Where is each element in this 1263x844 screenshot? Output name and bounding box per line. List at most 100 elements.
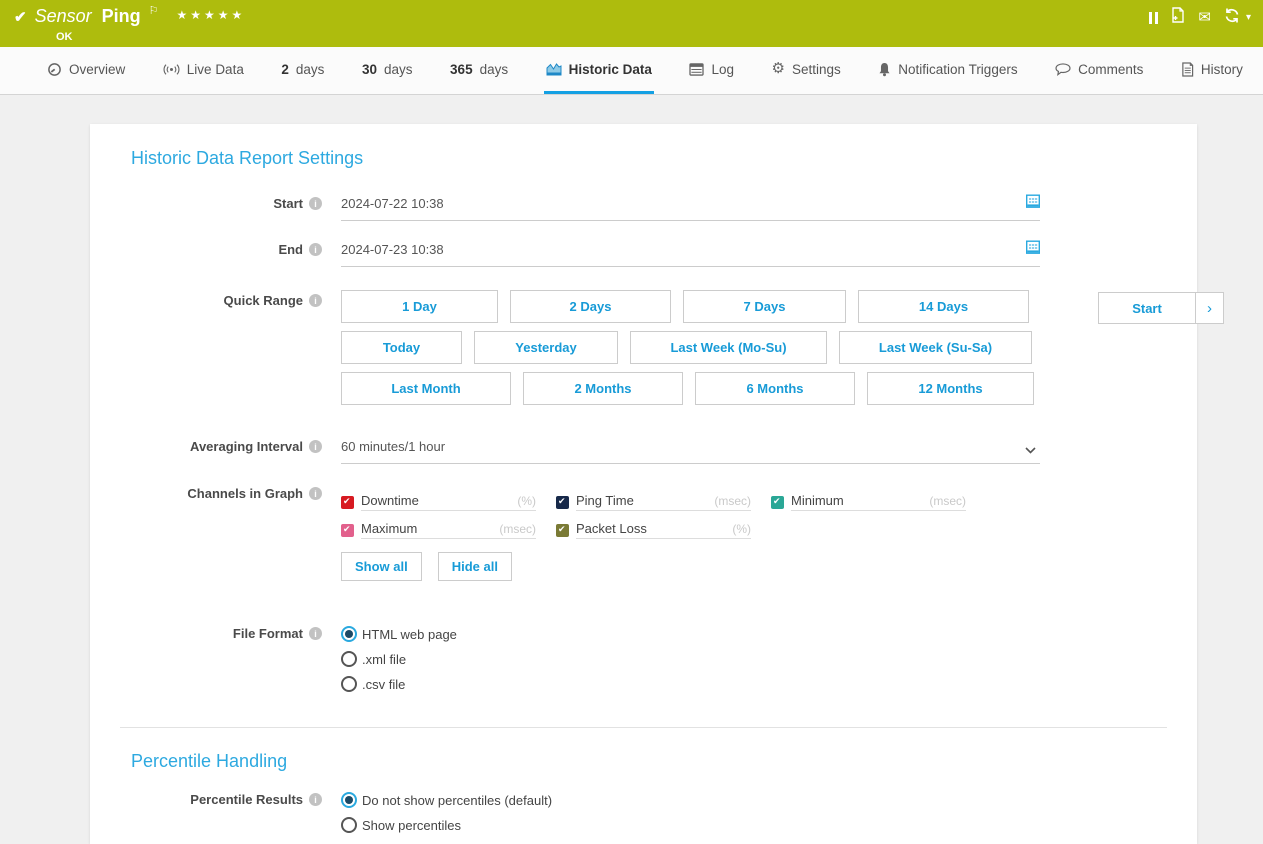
info-icon[interactable]: [309, 197, 322, 210]
end-label: End: [278, 242, 303, 257]
radio-selected: [341, 626, 357, 642]
channels-row: Channels in Graph Downtime (%) Ping Time (…: [90, 486, 1197, 581]
report-doc-icon[interactable]: [1171, 7, 1185, 28]
tab-live-data[interactable]: Live Data: [161, 47, 246, 94]
file-format-option-csv[interactable]: .csv file: [341, 676, 1040, 692]
channel-unit: (%): [732, 522, 751, 536]
radio-unselected: [341, 817, 357, 833]
channel-name: Maximum: [361, 521, 418, 536]
quick-range-7-days[interactable]: 7 Days: [683, 290, 846, 323]
quick-range-today[interactable]: Today: [341, 331, 462, 364]
percentile-results-row: Percentile Results Do not show percentil…: [90, 792, 1197, 842]
info-icon[interactable]: [309, 793, 322, 806]
tab-label: Settings: [791, 61, 841, 77]
file-format-label: File Format: [232, 626, 303, 641]
info-icon[interactable]: [309, 294, 322, 307]
tab-settings[interactable]: ⚙ Settings: [770, 47, 843, 94]
status-check-icon: ✔: [14, 8, 27, 26]
tab-label: days: [295, 61, 325, 77]
start-report-button[interactable]: Start: [1098, 292, 1196, 324]
quick-range-yesterday[interactable]: Yesterday: [474, 331, 618, 364]
email-icon[interactable]: ✉: [1198, 8, 1211, 26]
averaging-interval-label: Averaging Interval: [190, 439, 303, 454]
file-format-option-html[interactable]: HTML web page: [341, 626, 1040, 642]
option-label: Show percentiles: [362, 817, 461, 833]
live-signal-icon: [163, 63, 180, 76]
quick-range-label: Quick Range: [223, 293, 303, 308]
channel-downtime: Downtime (%): [341, 493, 536, 511]
tab-number: 30: [361, 61, 377, 77]
section-divider: [120, 727, 1167, 728]
quick-range-last-week-mo-su[interactable]: Last Week (Mo-Su): [630, 331, 827, 364]
quick-range-last-week-su-sa[interactable]: Last Week (Su-Sa): [839, 331, 1032, 364]
info-icon[interactable]: [309, 487, 322, 500]
info-icon[interactable]: [309, 627, 322, 640]
tab-365-days[interactable]: 365 days: [448, 47, 510, 94]
checkbox-checked[interactable]: [556, 523, 569, 537]
checkbox-checked[interactable]: [556, 495, 569, 509]
option-label: HTML web page: [362, 626, 457, 642]
channels-label: Channels in Graph: [187, 486, 303, 501]
tab-30-days[interactable]: 30 days: [360, 47, 415, 94]
sensor-status-header: ✔ Sensor Ping ⚐ ★★★★★ OK ✉ ▾: [0, 0, 1263, 47]
averaging-interval-value: 60 minutes/1 hour: [341, 439, 446, 454]
option-label: Do not show percentiles (default): [362, 792, 553, 808]
tab-overview[interactable]: Overview: [45, 47, 127, 94]
tab-historic-data[interactable]: Historic Data: [543, 47, 654, 94]
quick-range-14-days[interactable]: 14 Days: [858, 290, 1029, 323]
show-all-button[interactable]: Show all: [341, 552, 422, 581]
bell-icon: [878, 62, 891, 77]
percentile-option-none[interactable]: Do not show percentiles (default): [341, 792, 1040, 808]
calendar-icon[interactable]: [1025, 240, 1041, 257]
quick-range-last-month[interactable]: Last Month: [341, 372, 511, 405]
tab-2-days[interactable]: 2 days: [279, 47, 326, 94]
caret-down-icon[interactable]: ▾: [1245, 12, 1251, 23]
file-format-option-xml[interactable]: .xml file: [341, 651, 1040, 667]
channel-maximum: Maximum (msec): [341, 521, 536, 539]
percentile-option-show[interactable]: Show percentiles: [341, 817, 1040, 833]
quick-range-1-day[interactable]: 1 Day: [341, 290, 498, 323]
quick-range-6-months[interactable]: 6 Months: [695, 372, 855, 405]
chevron-right-icon[interactable]: ›: [1196, 292, 1224, 324]
calendar-icon[interactable]: [1025, 194, 1041, 211]
sensor-type-label: Sensor: [34, 6, 92, 26]
info-icon[interactable]: [309, 440, 322, 453]
refresh-icon[interactable]: [1224, 8, 1240, 28]
tab-log[interactable]: Log: [687, 47, 736, 94]
tab-bar: Overview Live Data 2 days 30 days 365 da…: [0, 47, 1263, 95]
end-date-value: 2024-07-23 10:38: [341, 242, 444, 257]
flag-icon[interactable]: ⚐: [148, 5, 159, 17]
tab-comments[interactable]: Comments: [1053, 47, 1145, 94]
checkbox-checked[interactable]: [341, 523, 354, 537]
chevron-down-icon[interactable]: [1025, 442, 1036, 457]
quick-range-12-months[interactable]: 12 Months: [867, 372, 1034, 405]
quick-range-row: Quick Range 1 Day 2 Days 7 Days 14 Days …: [90, 290, 1197, 405]
channel-unit: (msec): [499, 522, 536, 536]
hide-all-button[interactable]: Hide all: [437, 552, 512, 581]
end-date-input[interactable]: 2024-07-23 10:38: [341, 239, 1041, 267]
radio-unselected: [341, 676, 357, 692]
tab-number: 2: [281, 61, 289, 77]
option-label: .csv file: [362, 676, 406, 692]
tab-number: 365: [450, 61, 473, 77]
tab-notification-triggers[interactable]: Notification Triggers: [876, 47, 1019, 94]
info-icon[interactable]: [309, 243, 322, 256]
quick-range-2-months[interactable]: 2 Months: [523, 372, 683, 405]
priority-stars[interactable]: ★★★★★: [176, 7, 246, 22]
channel-unit: (%): [517, 494, 536, 508]
tab-history[interactable]: History: [1179, 47, 1245, 94]
start-date-value: 2024-07-22 10:38: [341, 196, 444, 211]
pause-icon[interactable]: [1149, 11, 1159, 24]
checkbox-checked[interactable]: [771, 495, 784, 509]
file-format-row: File Format HTML web page .xml file .csv…: [90, 626, 1197, 701]
channel-unit: (msec): [929, 494, 966, 508]
quick-range-2-days[interactable]: 2 Days: [510, 290, 671, 323]
averaging-interval-select[interactable]: 60 minutes/1 hour: [341, 436, 1040, 464]
channel-ping-time: Ping Time (msec): [556, 493, 751, 511]
start-date-input[interactable]: 2024-07-22 10:38: [341, 193, 1041, 221]
end-row: End 2024-07-23 10:38: [90, 239, 1197, 267]
tab-label: days: [479, 61, 509, 77]
log-icon: [689, 62, 705, 76]
tab-label: History: [1200, 61, 1243, 77]
checkbox-checked[interactable]: [341, 495, 354, 509]
